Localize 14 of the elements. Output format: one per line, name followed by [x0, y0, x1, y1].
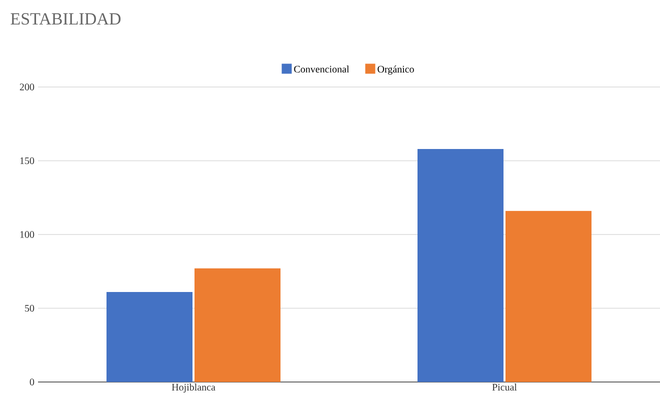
y-tick-label: 50	[25, 304, 34, 312]
legend-label: Convencional	[294, 65, 350, 73]
bar	[194, 268, 281, 382]
chart-title: ESTABILIDAD	[10, 13, 121, 25]
bar	[106, 292, 193, 382]
y-tick-label: 100	[20, 231, 34, 238]
y-tick-label: 150	[20, 157, 34, 164]
y-tick-label: 200	[20, 84, 34, 90]
x-tick-label: Picual	[492, 384, 517, 391]
x-tick-label: Hojiblanca	[172, 384, 216, 393]
bar	[418, 148, 504, 382]
bar	[506, 210, 592, 382]
legend-label: Orgánico	[378, 65, 414, 75]
y-tick-label: 0	[30, 378, 34, 386]
